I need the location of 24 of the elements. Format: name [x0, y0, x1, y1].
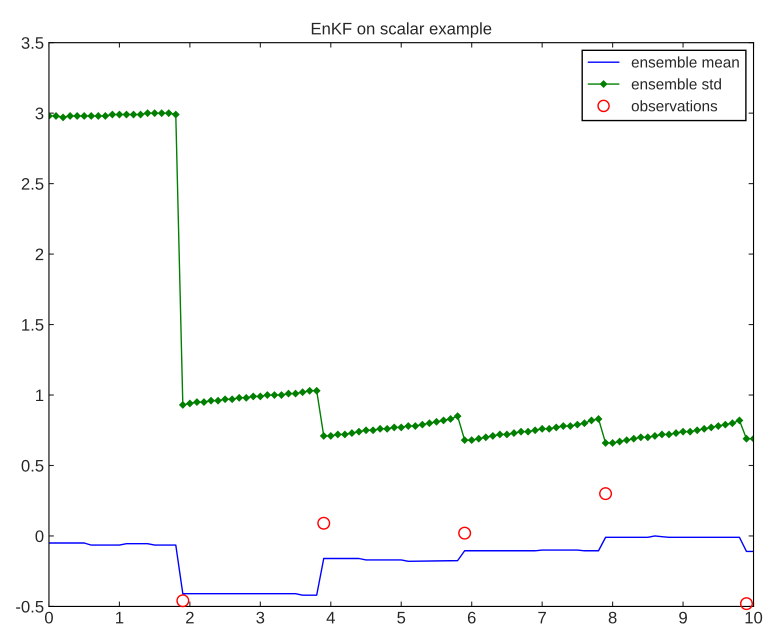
y-tick-label: 3.5	[22, 37, 44, 49]
x-tick-label: 4	[326, 612, 335, 624]
chart-title: EnKF on scalar example	[312, 22, 492, 38]
x-tick-label: 1	[116, 612, 124, 624]
x-tick-label: 8	[608, 612, 617, 624]
y-tick-label: 0	[35, 530, 44, 542]
x-tick-label: 7	[538, 612, 546, 624]
legend-label: ensemble mean	[632, 56, 739, 68]
x-tick-label: 10	[746, 612, 762, 624]
y-tick-label: 2	[36, 248, 44, 260]
legend-label: ensemble std	[632, 78, 721, 90]
y-tick-label: 0.5	[22, 460, 44, 472]
x-tick-label: 2	[186, 612, 194, 624]
legend-label: observations	[632, 100, 718, 112]
x-tick-label: 0	[44, 612, 53, 624]
x-tick-label: 9	[679, 612, 687, 624]
y-tick-label: -0.5	[16, 600, 44, 613]
x-tick-label: 5	[397, 612, 406, 624]
x-tick-label: 6	[468, 612, 476, 624]
y-tick-label: 2.5	[22, 178, 44, 190]
y-tick-label: 3	[35, 108, 44, 120]
y-tick-label: 1.5	[22, 319, 44, 331]
x-tick-label: 3	[256, 612, 264, 624]
y-tick-label: 1	[36, 390, 44, 402]
